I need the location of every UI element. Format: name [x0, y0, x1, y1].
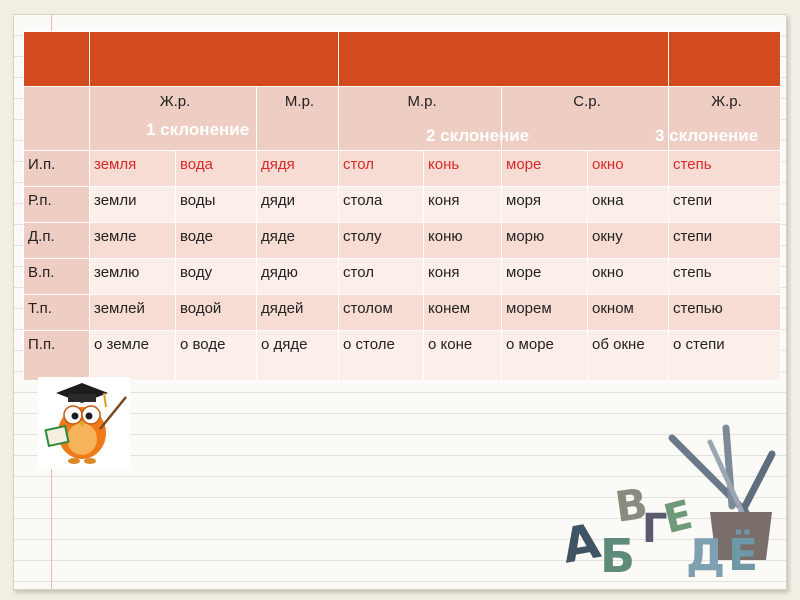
word-cell: дяди — [255, 186, 340, 223]
gender-cell: М.р. — [255, 86, 340, 151]
header-cell — [668, 31, 782, 87]
declension-table: Ж.р. М.р. М.р. С.р. Ж.р. И.п. земля вода… — [23, 31, 782, 381]
table-header-row — [23, 31, 782, 87]
word-cell: дяде — [255, 222, 340, 259]
word-cell: моря — [501, 186, 589, 223]
word-cell: земля — [89, 150, 176, 187]
gender-cell: С.р. — [501, 86, 670, 151]
word-cell: воде — [175, 222, 257, 259]
case-label: И.п. — [23, 150, 90, 187]
word-cell: коня — [423, 258, 503, 295]
case-label: Т.п. — [23, 294, 90, 331]
word-cell: степью — [668, 294, 782, 331]
table-row: Т.п. землей водой дядей столом конем мор… — [23, 294, 782, 331]
word-cell: коню — [423, 222, 503, 259]
word-cell: о море — [501, 330, 589, 381]
word-cell: стол — [338, 150, 425, 187]
gender-row: Ж.р. М.р. М.р. С.р. Ж.р. — [23, 86, 782, 151]
word-cell: окно — [587, 150, 670, 187]
word-cell: конем — [423, 294, 503, 331]
table-row: В.п. землю воду дядю стол коня море окно… — [23, 258, 782, 295]
word-cell: о земле — [89, 330, 176, 381]
word-cell: землю — [89, 258, 176, 295]
letter-g: Г — [642, 506, 668, 552]
word-cell: земле — [89, 222, 176, 259]
word-cell: о степи — [668, 330, 782, 381]
declension-label-second: 2 склонение — [426, 126, 530, 145]
word-cell: окном — [587, 294, 670, 331]
table-row: Р.п. земли воды дяди стола коня моря окн… — [23, 186, 782, 223]
case-label: В.п. — [23, 258, 90, 295]
word-cell: дядю — [255, 258, 340, 295]
letter-v: В — [612, 479, 651, 532]
word-cell: окна — [587, 186, 670, 223]
letter-a: А — [560, 513, 604, 575]
word-cell: стола — [338, 186, 425, 223]
word-cell: воду — [175, 258, 257, 295]
word-cell: степь — [668, 150, 782, 187]
declension-label-first: 1 склонение — [146, 120, 250, 139]
case-label: П.п. — [23, 330, 90, 381]
word-cell: окно — [587, 258, 670, 295]
word-cell: окну — [587, 222, 670, 259]
header-cell — [23, 31, 90, 87]
declension-label-third: 3 склонение — [655, 126, 759, 145]
word-cell: о коне — [423, 330, 503, 381]
word-cell: водой — [175, 294, 257, 331]
gender-cell: М.р. — [338, 86, 503, 151]
word-cell: вода — [175, 150, 257, 187]
word-cell: море — [501, 258, 589, 295]
gender-cell: Ж.р. — [89, 86, 257, 151]
word-cell: морю — [501, 222, 589, 259]
word-cell: степи — [668, 222, 782, 259]
word-cell: земли — [89, 186, 176, 223]
gender-cell — [23, 86, 90, 151]
letter-d: Д — [686, 530, 725, 580]
word-cell: море — [501, 150, 589, 187]
table-row: И.п. земля вода дядя стол конь море окно… — [23, 150, 782, 187]
word-cell: степи — [668, 186, 782, 223]
word-cell: о воде — [175, 330, 257, 381]
word-cell: конь — [423, 150, 503, 187]
word-cell: землей — [89, 294, 176, 331]
header-cell — [338, 31, 670, 87]
alphabet-letters-icon: А Б В Г Е Д Ё — [560, 424, 776, 580]
table-row: Д.п. земле воде дяде столу коню морю окн… — [23, 222, 782, 259]
word-cell: о столе — [338, 330, 425, 381]
owl-teacher-icon — [38, 377, 130, 469]
word-cell: дядя — [255, 150, 340, 187]
header-cell — [88, 31, 340, 87]
word-cell: дядей — [255, 294, 340, 331]
gender-cell: Ж.р. — [668, 86, 782, 151]
word-cell: коня — [423, 186, 503, 223]
word-cell: степь — [668, 258, 782, 295]
word-cell: столом — [338, 294, 425, 331]
word-cell: столу — [338, 222, 425, 259]
letter-b: Б — [600, 529, 635, 580]
word-cell: воды — [175, 186, 257, 223]
table-row: П.п. о земле о воде о дяде о столе о кон… — [23, 330, 782, 381]
letter-yo: Ё — [728, 528, 758, 580]
word-cell: стол — [338, 258, 425, 295]
word-cell: об окне — [587, 330, 670, 381]
word-cell: морем — [501, 294, 589, 331]
case-label: Д.п. — [23, 222, 90, 259]
case-label: Р.п. — [23, 186, 90, 223]
word-cell: о дяде — [255, 330, 340, 381]
